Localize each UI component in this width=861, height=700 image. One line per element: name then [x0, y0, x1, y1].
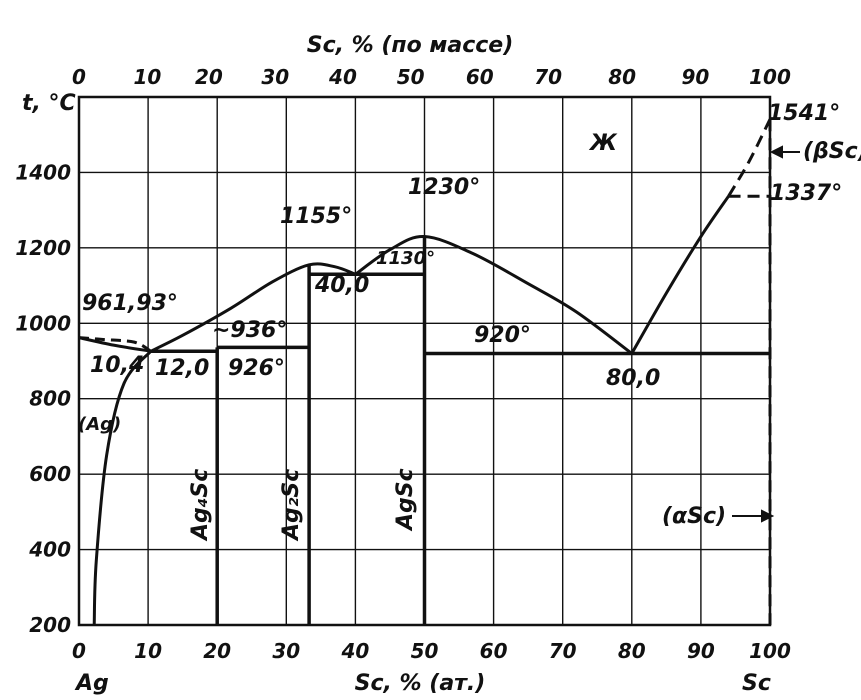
- eutectic3-temp-label: 920°: [474, 323, 531, 348]
- bottom-tick-label: 50: [411, 639, 439, 663]
- corner-label-ag: Ag: [74, 671, 109, 696]
- y-tick-label: 800: [29, 387, 71, 411]
- ag-solid-solution-label: (Ag): [78, 414, 121, 435]
- top-tick-label: 50: [397, 65, 425, 89]
- agsc-compound-label: AgSc: [393, 468, 418, 532]
- y-tick-label: 1400: [15, 160, 71, 184]
- beta-sc-arrow: [769, 145, 800, 159]
- eutectic2-temp-label: 1130°: [376, 248, 435, 269]
- eutectic1-comp2-label: 12,0: [155, 356, 209, 381]
- sc-transition-temp-label: 1337°: [770, 181, 842, 206]
- liquid-region-label: Ж: [588, 131, 618, 156]
- y-tick-label: 1200: [15, 236, 71, 260]
- tick-labels: 0 10 20 30 40 50 60 70 80 90 1000 10 20 30 40 50 60 70 80 9…: [15, 65, 791, 663]
- bottom-tick-label: 10: [134, 639, 162, 663]
- top-tick-label: 60: [466, 65, 494, 89]
- bottom-tick-label: 80: [618, 639, 646, 663]
- bottom-tick-label: 90: [687, 639, 715, 663]
- alpha-sc-label: (αSc): [662, 504, 726, 529]
- ag-melting-label: 961,93°: [82, 291, 178, 316]
- bottom-tick-label: 0: [72, 639, 86, 663]
- peritectic-label: ~936°: [212, 318, 287, 343]
- y-tick-label: 400: [28, 538, 71, 562]
- ag2sc-melting-label: 1155°: [280, 204, 352, 229]
- y-tick-label: 1000: [15, 311, 71, 335]
- liquidus-curve: [630, 195, 730, 355]
- eutectic3-comp-label: 80,0: [606, 366, 660, 391]
- top-tick-label: 0: [72, 65, 86, 89]
- top-tick-label: 80: [608, 65, 636, 89]
- ag-solvus-curve: [92, 350, 153, 626]
- ag2sc-compound-label: Ag₂Sc: [279, 469, 304, 542]
- bottom-tick-label: 20: [203, 639, 231, 663]
- phase-curves: [78, 118, 772, 626]
- bottom-axis-label: Sc, % (ат.): [355, 671, 486, 696]
- beta-sc-label: (βSc): [803, 139, 861, 164]
- top-tick-label: 40: [328, 65, 357, 89]
- y-axis-label: t, °C: [22, 91, 76, 116]
- eutectic2-comp-label: 40,0: [314, 273, 369, 298]
- top-axis-label: Sc, % (по массе): [307, 33, 514, 58]
- ag-solidus-curve: [78, 336, 152, 353]
- bottom-tick-label: 40: [340, 639, 369, 663]
- y-tick-label: 600: [29, 462, 71, 486]
- bottom-tick-label: 30: [272, 639, 300, 663]
- liquidus-curve: [354, 235, 633, 355]
- top-tick-label: 10: [133, 65, 161, 89]
- top-tick-label: 90: [681, 65, 709, 89]
- agsc-melting-label: 1230°: [408, 175, 480, 200]
- alpha-sc-arrow: [732, 509, 775, 523]
- ag4sc-compound-label: Ag₄Sc: [188, 469, 213, 542]
- bottom-tick-label: 60: [480, 639, 508, 663]
- bottom-tick-label: 100: [749, 639, 791, 663]
- liquidus-dashed-curve: [727, 118, 772, 197]
- y-tick-label: 200: [29, 613, 71, 637]
- corner-label-sc: Sc: [742, 671, 771, 696]
- bottom-tick-label: 70: [549, 639, 577, 663]
- top-tick-label: 30: [261, 65, 289, 89]
- liquidus-curve: [150, 262, 356, 353]
- eutectic1-comp-label: 10,4: [90, 353, 144, 378]
- top-tick-label: 20: [195, 65, 223, 89]
- eutectic1-temp-label: 926°: [228, 356, 285, 381]
- top-tick-label: 70: [534, 65, 562, 89]
- top-tick-label: 100: [749, 65, 791, 89]
- sc-melting-label: 1541°: [768, 101, 840, 126]
